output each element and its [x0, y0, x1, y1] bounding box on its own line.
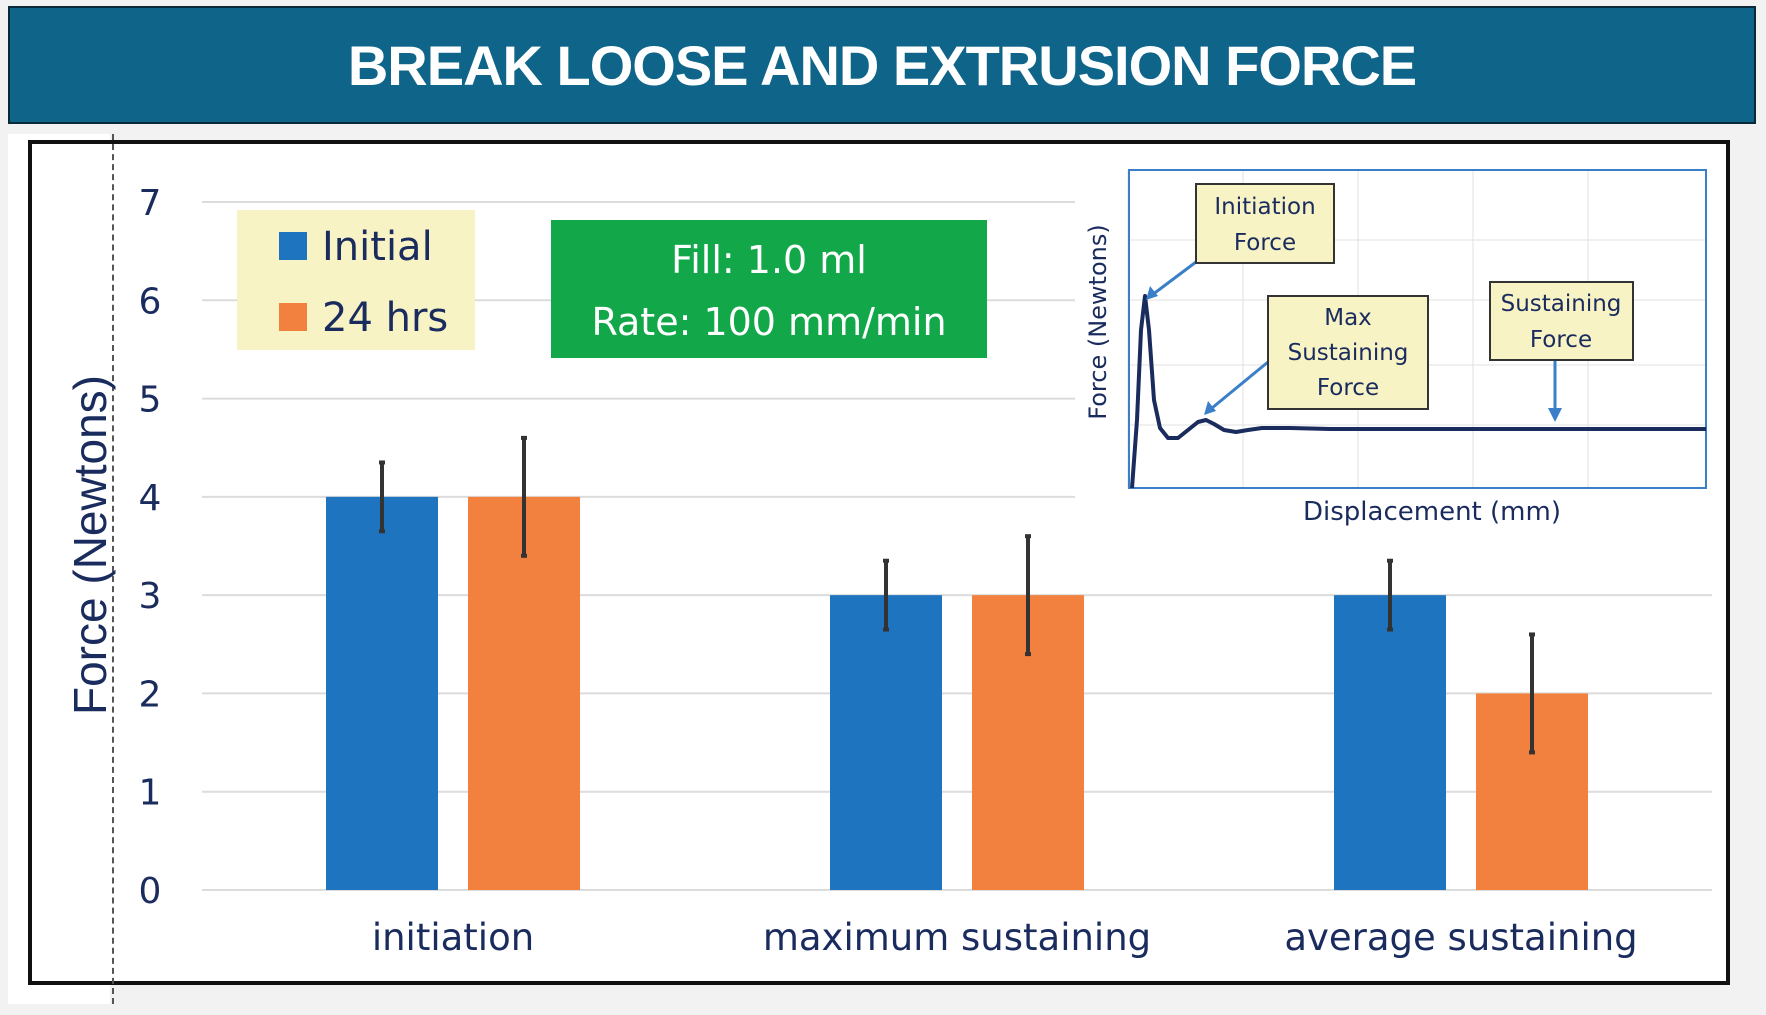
- legend-box: [237, 210, 475, 350]
- callout-sustaining-line1: Sustaining: [1501, 291, 1622, 317]
- y-tick-7: 7: [139, 183, 162, 224]
- callout-max-line2: Sustaining: [1288, 340, 1409, 366]
- legend: Initial 24 hrs: [237, 210, 475, 350]
- error-bar-maximum-sustaining-Initial: [883, 558, 889, 632]
- callout-box-sustaining: [1489, 281, 1634, 361]
- bar-maximum-sustaining-Initial: [830, 595, 942, 890]
- error-bar-average-sustaining-24-hrs: [1529, 632, 1535, 755]
- inset-chart: Force (Newtons) Displacement (mm) Initia…: [1075, 160, 1715, 527]
- y-tick-6: 6: [139, 281, 162, 322]
- y-tick-5: 5: [139, 380, 162, 421]
- bar-initiation-Initial: [326, 496, 438, 890]
- test-conditions-box: Fill: 1.0 ml Rate: 100 mm/min: [551, 220, 987, 358]
- legend-swatch-24hrs: [279, 303, 307, 331]
- callout-box-initiation: [1195, 183, 1335, 264]
- arrowhead-initiation: [1146, 286, 1158, 300]
- error-bar-maximum-sustaining-24-hrs: [1025, 534, 1031, 657]
- y-tick-2: 2: [139, 674, 162, 715]
- x-tick-maximum-sustaining: maximum sustaining: [763, 916, 1151, 959]
- inset-x-axis-label: Displacement (mm): [1303, 497, 1561, 527]
- callout-arrow-initiation: [1151, 260, 1197, 297]
- callout-max-line1: Max: [1324, 305, 1372, 331]
- x-tick-labels: initiation maximum sustaining average sust…: [372, 916, 1638, 959]
- legend-swatch-initial: [279, 232, 307, 260]
- note-rate: Rate: 100 mm/min: [591, 300, 946, 344]
- note-background: [551, 220, 987, 358]
- error-bar-average-sustaining-Initial: [1387, 558, 1393, 632]
- callout-arrow-max: [1211, 360, 1269, 410]
- dashed-guide-line: [112, 134, 114, 1004]
- legend-label-24hrs: 24 hrs: [322, 295, 448, 341]
- legend-label-initial: Initial: [322, 224, 433, 270]
- callout-box-max: [1267, 295, 1429, 410]
- title-banner: BREAK LOOSE AND EXTRUSION FORCE: [8, 6, 1756, 124]
- y-tick-labels: 0 1 2 3 4 5 6 7: [139, 183, 162, 912]
- x-tick-average-sustaining: average sustaining: [1284, 916, 1637, 959]
- callout-initiation-force: Initiation Force: [1146, 183, 1335, 300]
- callout-max-line3: Force: [1317, 375, 1379, 401]
- callout-initiation-line2: Force: [1234, 230, 1296, 256]
- y-tick-4: 4: [139, 478, 162, 519]
- callout-sustaining-force: Sustaining Force: [1489, 281, 1634, 422]
- note-fill: Fill: 1.0 ml: [671, 238, 867, 282]
- error-bars: [379, 435, 1535, 755]
- callout-sustaining-line2: Force: [1530, 327, 1592, 353]
- bar-average-sustaining-Initial: [1334, 595, 1446, 890]
- bar-initiation-24-hrs: [468, 496, 580, 890]
- inset-y-axis-label: Force (Newtons): [1084, 224, 1112, 419]
- inset-plot-frame: [1128, 169, 1707, 489]
- x-tick-initiation: initiation: [372, 916, 534, 959]
- arrowhead-sustaining: [1548, 408, 1562, 422]
- y-tick-0: 0: [139, 871, 162, 912]
- y-tick-1: 1: [139, 773, 162, 814]
- error-bar-initiation-24-hrs: [521, 435, 527, 558]
- force-displacement-curve: [1130, 294, 1706, 489]
- arrowhead-max: [1204, 401, 1216, 415]
- error-bar-initiation-Initial: [379, 460, 385, 534]
- callout-max-sustaining-force: Max Sustaining Force: [1204, 295, 1429, 415]
- y-axis-label: Force (Newtons): [64, 375, 116, 715]
- y-tick-3: 3: [139, 576, 162, 617]
- chart-title: BREAK LOOSE AND EXTRUSION FORCE: [347, 33, 1417, 97]
- bars: [326, 496, 1588, 890]
- callout-initiation-line1: Initiation: [1214, 194, 1315, 220]
